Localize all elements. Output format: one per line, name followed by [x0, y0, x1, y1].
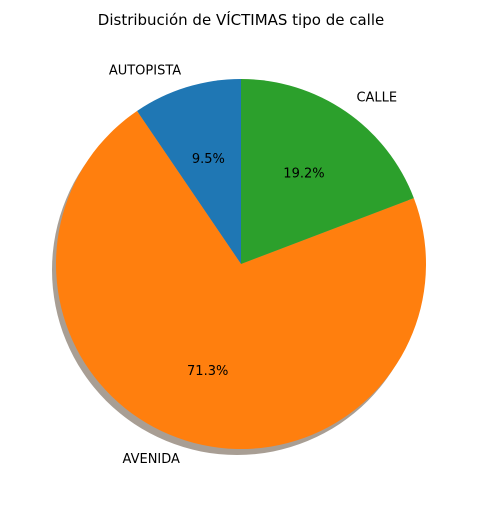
legend-label-avenida: AVENIDA [123, 452, 181, 467]
pie-slice-autopista [137, 79, 241, 264]
pie-labels: AUTOPISTA 9.5% AVENIDA 71.3% CALLE 19.2% [109, 63, 397, 467]
pie-slices [56, 79, 427, 449]
legend-label-calle: CALLE [356, 90, 397, 105]
pct-label-calle: 19.2% [283, 167, 324, 182]
pct-label-avenida: 71.3% [187, 364, 228, 379]
chart-title: Distribución de VÍCTIMAS tipo de calle [98, 10, 384, 29]
legend-label-autopista: AUTOPISTA [109, 63, 181, 78]
pie-slice-calle [241, 79, 414, 264]
pie-slice-avenida [56, 110, 427, 449]
pct-label-autopista: 9.5% [192, 152, 225, 167]
